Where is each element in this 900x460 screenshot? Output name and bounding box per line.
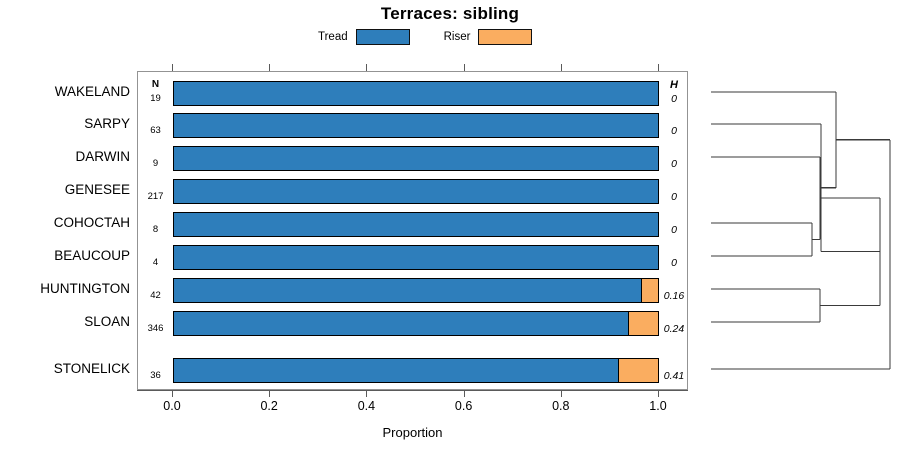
x-axis-tick-label: 0.0 [163,399,181,413]
n-column-header: N [151,79,160,90]
h-value: 0.41 [663,370,685,382]
bar-row[interactable] [173,357,659,383]
x-axis-tick-label: 1.0 [649,399,667,413]
x-axis-top-tick [269,64,271,71]
dendrogram [690,60,900,400]
bar-row[interactable] [173,80,659,106]
x-axis-top-tick [658,64,659,71]
h-value: 0 [671,191,677,203]
bar-segment-tread[interactable] [174,212,658,236]
n-column: N 19 63 9 217 8 4 42 346 36 [140,71,171,390]
bar-segment-tread[interactable] [174,311,628,335]
legend-label-riser: Riser [443,31,471,43]
x-axis-tick-label: 0.8 [552,399,570,413]
bar-segment-riser[interactable] [617,358,658,382]
h-value: 0 [671,93,677,105]
y-axis-label: DARWIN [75,149,130,164]
h-value: 0 [671,158,677,170]
x-axis-line [137,390,688,391]
y-axis-labels: WAKELAND SARPY DARWIN GENESEE COHOCTAH BEAUCO… [10,71,130,390]
y-axis-label: COHOCTAH [53,215,130,230]
bar-segment-tread[interactable] [174,358,618,382]
bar-row[interactable] [173,310,659,336]
y-axis-label: STONELICK [53,361,130,376]
bar-segment-riser[interactable] [641,278,658,302]
bar-row[interactable] [173,244,659,270]
y-axis-label: SLOAN [84,314,130,329]
n-value: 9 [152,158,159,169]
x-axis-title: Proportion [382,425,443,440]
bar-segment-tread[interactable] [174,146,658,170]
x-axis-top-tick [463,64,465,71]
n-value: 4 [152,257,159,268]
bar-row[interactable] [173,211,659,237]
bar-row[interactable] [173,112,659,138]
legend-entry-riser: Riser [444,29,533,45]
bar-segment-riser[interactable] [627,311,658,335]
x-axis-tick [366,390,368,397]
y-axis-label: WAKELAND [54,84,130,99]
x-axis-tick-label: 0.4 [357,399,376,413]
x-axis-tick [172,390,173,397]
legend-swatch-riser [478,29,533,45]
h-value: 0.24 [663,323,685,335]
legend-label-tread: Tread [318,31,348,43]
bar-row[interactable] [173,145,659,171]
h-value: 0 [671,257,677,269]
x-axis-tick-label: 0.2 [260,399,278,413]
y-axis-label: BEAUCOUP [54,248,130,263]
bar-row[interactable] [173,277,659,303]
y-axis-label: SARPY [84,116,130,131]
bar-segment-tread[interactable] [174,113,658,137]
x-axis-top-tick [560,64,562,71]
x-axis-tick [658,390,659,397]
x-axis-top-tick [172,64,173,71]
bar-segment-tread[interactable] [174,81,658,105]
page-title: Terraces: sibling [380,4,520,23]
legend-entry-tread: Tread [318,29,410,45]
n-value: 36 [150,370,161,381]
y-axis-label: GENESEE [64,182,130,197]
bar-segment-tread[interactable] [174,179,658,203]
h-value: 0 [671,125,677,137]
dendrogram-svg [711,91,891,370]
bar-segment-tread[interactable] [174,245,658,269]
chart-legend: Tread Riser [318,28,533,46]
h-column: H 0 0 0 0 0 0 0.16 0.24 0.41 [659,71,689,390]
n-value: 19 [150,93,161,104]
x-axis-tick-label: 0.6 [454,399,473,413]
legend-swatch-tread [355,29,410,45]
x-axis-top-tick [366,64,368,71]
n-value: 42 [150,290,161,301]
h-column-header: H [670,79,678,91]
x-axis-tick [463,390,465,397]
x-axis-tick [560,390,562,397]
h-value: 0 [671,224,677,236]
plot-panel [137,71,688,390]
bar-segment-tread[interactable] [174,278,642,302]
h-value: 0.16 [663,290,685,302]
n-value: 63 [150,125,161,136]
x-axis-top-ticks [137,64,688,72]
bar-row[interactable] [173,178,659,204]
x-axis-tick [269,390,271,397]
n-value: 346 [147,323,164,334]
y-axis-label: HUNTINGTON [40,281,130,296]
x-axis: 0.0 0.2 0.4 0.6 0.8 1.0 [137,390,688,430]
n-value: 8 [152,224,159,235]
n-value: 217 [147,191,164,202]
